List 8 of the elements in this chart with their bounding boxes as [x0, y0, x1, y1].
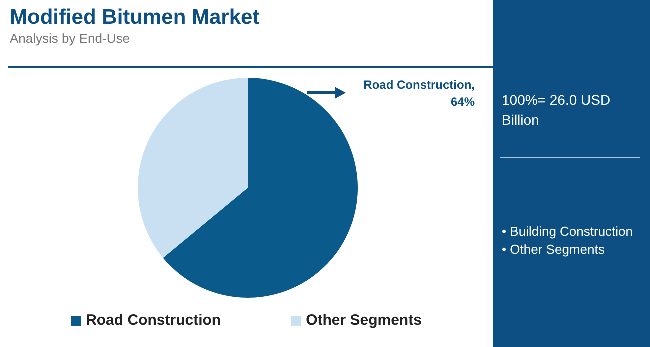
legend-label: Road Construction [86, 312, 222, 329]
text: 100%= 26.0 USD Billion [502, 91, 612, 130]
chart-title: Modified Bitumen Market [10, 6, 260, 30]
text: Road Construction, 64% [362, 77, 475, 111]
chart-subtitle: Analysis by End-Use [10, 31, 130, 46]
text: • Building Construction [502, 224, 634, 239]
legend-label: Other Segments [306, 312, 422, 329]
text: • Other Segments [502, 242, 605, 257]
